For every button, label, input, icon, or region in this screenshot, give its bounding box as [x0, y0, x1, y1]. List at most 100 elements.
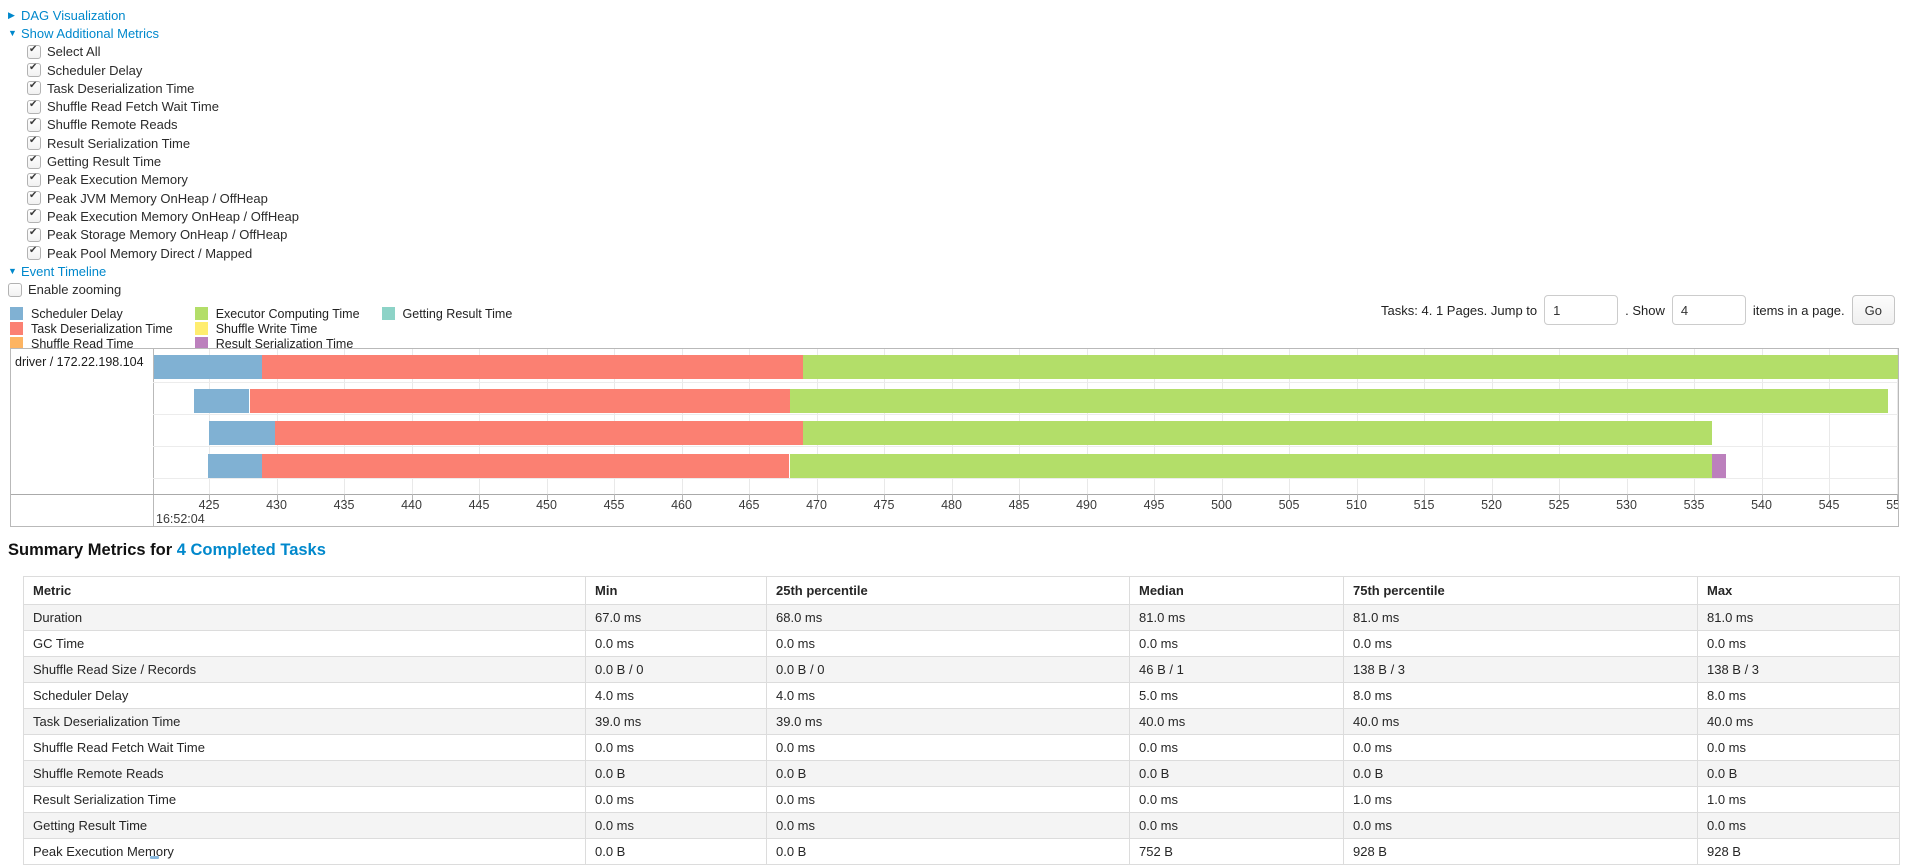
- dag-visualization-link[interactable]: DAG Visualization: [21, 7, 126, 23]
- tick-label: 515: [1413, 498, 1435, 512]
- tick-label: 440: [401, 498, 422, 512]
- table-header-cell: Max: [1697, 576, 1900, 605]
- lane-divider: [153, 414, 1898, 415]
- items-in-page-text: items in a page.: [1752, 302, 1845, 318]
- metric-checkbox[interactable]: [27, 117, 41, 132]
- event-timeline-link[interactable]: Event Timeline: [21, 263, 107, 279]
- metric-value-cell: 0.0 ms: [585, 734, 767, 761]
- tick-label: 510: [1346, 498, 1367, 512]
- metric-value-cell: 0.0 ms: [766, 812, 1130, 839]
- legend-swatch-icon: [10, 322, 23, 335]
- task-segment-executor-computing[interactable]: [789, 454, 1712, 478]
- metric-value-cell: 0.0 ms: [1697, 812, 1900, 839]
- completed-tasks-link[interactable]: 4 Completed Tasks: [176, 541, 326, 559]
- metric-value-cell: 0.0 ms: [585, 786, 767, 813]
- event-timeline-toggle[interactable]: ▼ Event Timeline: [8, 262, 299, 280]
- metric-value-cell: 0.0 B: [585, 838, 767, 865]
- metric-checkbox-row: Shuffle Remote Reads: [8, 116, 299, 134]
- metric-checkbox[interactable]: [27, 80, 41, 96]
- legend-item: Shuffle Write Time: [194, 321, 360, 336]
- task-pagination: Tasks: 4. 1 Pages. Jump to . Show items …: [1381, 292, 1895, 328]
- task-segment-scheduler-delay[interactable]: [153, 355, 262, 379]
- table-row: Shuffle Remote Reads 0.0 B 0.0 B 0.0 B 0.0 B…: [23, 760, 1900, 787]
- task-segment-task-deserialization[interactable]: [261, 355, 803, 379]
- metric-checkbox-row: Select All: [8, 43, 299, 61]
- metric-name-cell: GC Time: [23, 630, 586, 657]
- tick-label: 485: [1008, 498, 1030, 512]
- metric-checkbox-row: Peak Execution Memory OnHeap / OffHeap: [8, 207, 299, 225]
- metric-checkbox[interactable]: [27, 154, 41, 169]
- task-segment-result-serialization[interactable]: [1711, 454, 1727, 478]
- table-row: Getting Result Time 0.0 ms 0.0 ms 0.0 ms 0.0…: [23, 812, 1900, 839]
- table-row: Task Deserialization Time 39.0 ms 39.0 ms 4…: [23, 708, 1900, 735]
- task-segment-scheduler-delay[interactable]: [194, 389, 250, 413]
- tick-mark: [411, 494, 413, 500]
- metric-checkbox-label: Peak JVM Memory OnHeap / OffHeap: [47, 190, 268, 206]
- jump-to-page-input[interactable]: [1544, 295, 1619, 325]
- metric-name-cell: Peak Execution Memory: [23, 838, 586, 865]
- metric-name-cell: Shuffle Remote Reads: [23, 760, 586, 787]
- metric-checkbox[interactable]: [27, 190, 41, 206]
- tick-mark: [1086, 494, 1088, 500]
- table-header-cell: Median: [1129, 576, 1344, 605]
- legend-label: Shuffle Read Time: [31, 336, 134, 351]
- metric-value-cell: 0.0 ms: [766, 786, 1130, 813]
- task-segment-task-deserialization[interactable]: [261, 454, 790, 478]
- metric-checkbox[interactable]: [27, 99, 41, 114]
- page-size-input[interactable]: [1671, 295, 1746, 325]
- tick-label: 495: [1143, 498, 1165, 512]
- metric-checkbox[interactable]: [27, 44, 41, 59]
- legend-swatch-icon: [381, 307, 395, 320]
- enable-zooming-checkbox[interactable]: [8, 282, 22, 297]
- legend-swatch-icon: [194, 322, 208, 335]
- metric-checkbox-row: Scheduler Delay: [8, 61, 299, 79]
- summary-metrics-table: Metric Min 25th percentile Median 75th perce…: [23, 576, 1900, 865]
- metric-checkbox-list: Select All Scheduler Delay Task Deserializ…: [8, 43, 299, 263]
- tick-mark: [1019, 494, 1020, 500]
- metric-name-cell: Scheduler Delay: [23, 682, 586, 709]
- metric-value-cell: 0.0 B: [1343, 760, 1698, 787]
- metric-value-cell: 0.0 B: [585, 760, 767, 787]
- expanded-arrow-icon: ▼: [8, 266, 17, 277]
- metric-name-cell: Shuffle Read Fetch Wait Time: [23, 734, 586, 761]
- metric-value-cell: 81.0 ms: [1129, 604, 1344, 631]
- metric-checkbox[interactable]: [27, 62, 41, 78]
- metric-value-cell: 0.0 B / 0: [585, 656, 767, 683]
- task-segment-task-deserialization[interactable]: [275, 421, 803, 445]
- metric-value-cell: 0.0 ms: [1343, 734, 1698, 761]
- go-button[interactable]: Go: [1851, 295, 1895, 325]
- metric-checkbox[interactable]: [27, 227, 41, 242]
- show-additional-metrics-toggle[interactable]: ▼ Show Additional Metrics: [8, 24, 299, 42]
- metric-value-cell: 4.0 ms: [585, 682, 767, 709]
- task-segment-scheduler-delay[interactable]: [209, 421, 276, 445]
- task-segment-executor-computing[interactable]: [789, 389, 1889, 413]
- tick-label: 425: [198, 498, 220, 512]
- legend-swatch-icon: [10, 337, 23, 350]
- tick-mark: [1829, 494, 1830, 500]
- metric-checkbox[interactable]: [27, 208, 41, 224]
- legend-label: Shuffle Write Time: [215, 321, 318, 336]
- metric-value-cell: 8.0 ms: [1697, 682, 1900, 709]
- tick-mark: [1154, 494, 1155, 500]
- tick-mark: [681, 494, 683, 500]
- tick-label: 475: [873, 498, 895, 512]
- task-segment-task-deserialization[interactable]: [249, 389, 790, 413]
- table-row: Duration 67.0 ms 68.0 ms 81.0 ms 81.0 ms 81.0…: [23, 604, 1900, 631]
- tick-mark: [1761, 494, 1763, 500]
- metric-checkbox[interactable]: [27, 135, 41, 151]
- metric-value-cell: 81.0 ms: [1343, 604, 1698, 631]
- task-segment-scheduler-delay[interactable]: [207, 454, 262, 478]
- tick-mark: [816, 494, 818, 500]
- metric-checkbox-row: Peak Storage Memory OnHeap / OffHeap: [8, 226, 299, 244]
- task-segment-executor-computing[interactable]: [803, 355, 1898, 379]
- metric-checkbox[interactable]: [27, 172, 41, 187]
- show-additional-metrics-link[interactable]: Show Additional Metrics: [21, 25, 160, 41]
- tick-mark: [1559, 494, 1560, 500]
- task-segment-executor-computing[interactable]: [803, 421, 1712, 445]
- metric-value-cell: 0.0 ms: [1343, 630, 1698, 657]
- dag-visualization-toggle[interactable]: ▶ DAG Visualization: [8, 6, 299, 24]
- legend-label: Result Serialization Time: [215, 336, 354, 351]
- metric-checkbox[interactable]: [27, 245, 41, 260]
- legend-label: Scheduler Delay: [31, 306, 123, 321]
